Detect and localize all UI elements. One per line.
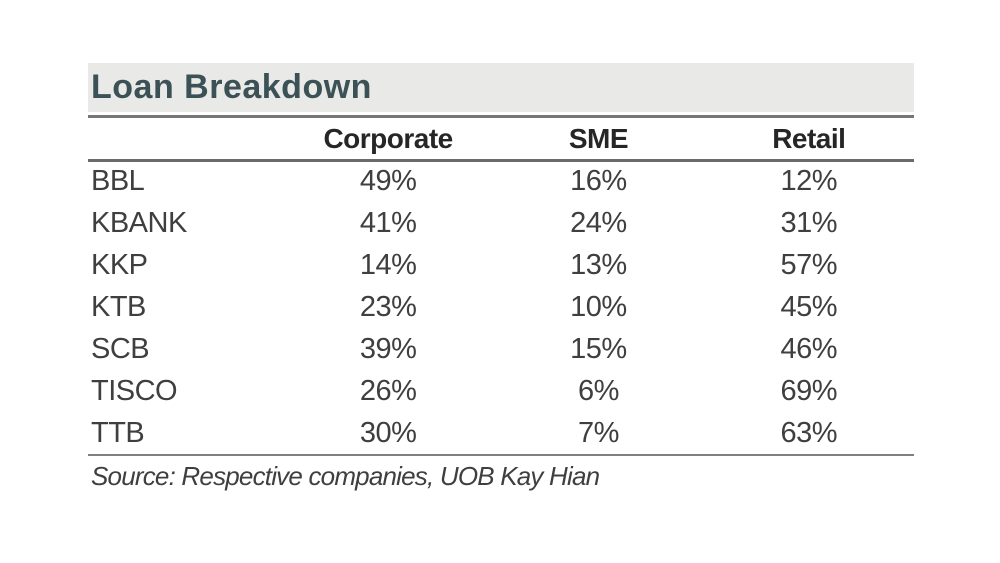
- source-note: Source: Respective companies, UOB Kay Hi…: [91, 461, 600, 491]
- table-row-bbl: BBL 49% 16% 12%: [88, 160, 914, 202]
- cell-bank: TISCO: [91, 374, 178, 407]
- cell-sme: 10%: [570, 290, 627, 323]
- cell-bank: KKP: [91, 248, 148, 281]
- cell-bank: BBL: [91, 165, 145, 198]
- title-divider-rule: [88, 115, 914, 118]
- col-header-bank: [88, 119, 283, 162]
- cell-corporate: 49%: [359, 165, 417, 198]
- cell-retail: 57%: [780, 248, 838, 281]
- cell-corporate: 41%: [359, 206, 417, 239]
- cell-retail: 46%: [780, 332, 838, 365]
- table-row-kbank: KBANK 41% 24% 31%: [88, 202, 914, 244]
- exhibit-title: Loan Breakdown: [91, 67, 372, 106]
- cell-sme: 13%: [570, 248, 627, 281]
- cell-bank: KBANK: [91, 206, 187, 239]
- loan-breakdown-exhibit: Loan Breakdown Corporate SME Retail BBL …: [88, 63, 914, 492]
- cell-sme: 24%: [570, 206, 627, 239]
- cell-retail: 12%: [780, 165, 838, 198]
- table-header-row: Corporate SME Retail: [88, 119, 914, 162]
- cell-bank: TTB: [91, 416, 145, 449]
- cell-bank: SCB: [91, 332, 150, 365]
- cell-bank: KTB: [91, 290, 146, 323]
- cell-sme: 15%: [570, 332, 627, 365]
- cell-retail: 31%: [780, 206, 838, 239]
- table-row-ttb: TTB 30% 7% 63%: [88, 412, 914, 454]
- col-header-corporate: Corporate: [282, 119, 494, 162]
- cell-sme: 16%: [570, 165, 627, 198]
- col-header-retail: Retail: [703, 119, 914, 162]
- table-row-ktb: KTB 23% 10% 45%: [88, 286, 914, 328]
- loan-breakdown-table: Corporate SME Retail BBL 49% 16% 12% KBA…: [88, 119, 914, 454]
- col-header-sme: SME: [493, 119, 704, 162]
- cell-retail: 69%: [780, 374, 838, 407]
- cell-corporate: 14%: [359, 248, 417, 281]
- table-row-tisco: TISCO 26% 6% 69%: [88, 370, 914, 412]
- cell-corporate: 26%: [359, 374, 417, 407]
- cell-retail: 63%: [780, 416, 838, 449]
- table-row-scb: SCB 39% 15% 46%: [88, 328, 914, 370]
- cell-sme: 6%: [577, 374, 619, 407]
- exhibit-title-bar: Loan Breakdown: [88, 63, 914, 112]
- cell-corporate: 23%: [359, 290, 417, 323]
- table-bottom-rule: [88, 454, 914, 456]
- cell-corporate: 30%: [359, 416, 417, 449]
- cell-corporate: 39%: [359, 332, 417, 365]
- cell-retail: 45%: [780, 290, 838, 323]
- cell-sme: 7%: [577, 416, 619, 449]
- table-row-kkp: KKP 14% 13% 57%: [88, 244, 914, 286]
